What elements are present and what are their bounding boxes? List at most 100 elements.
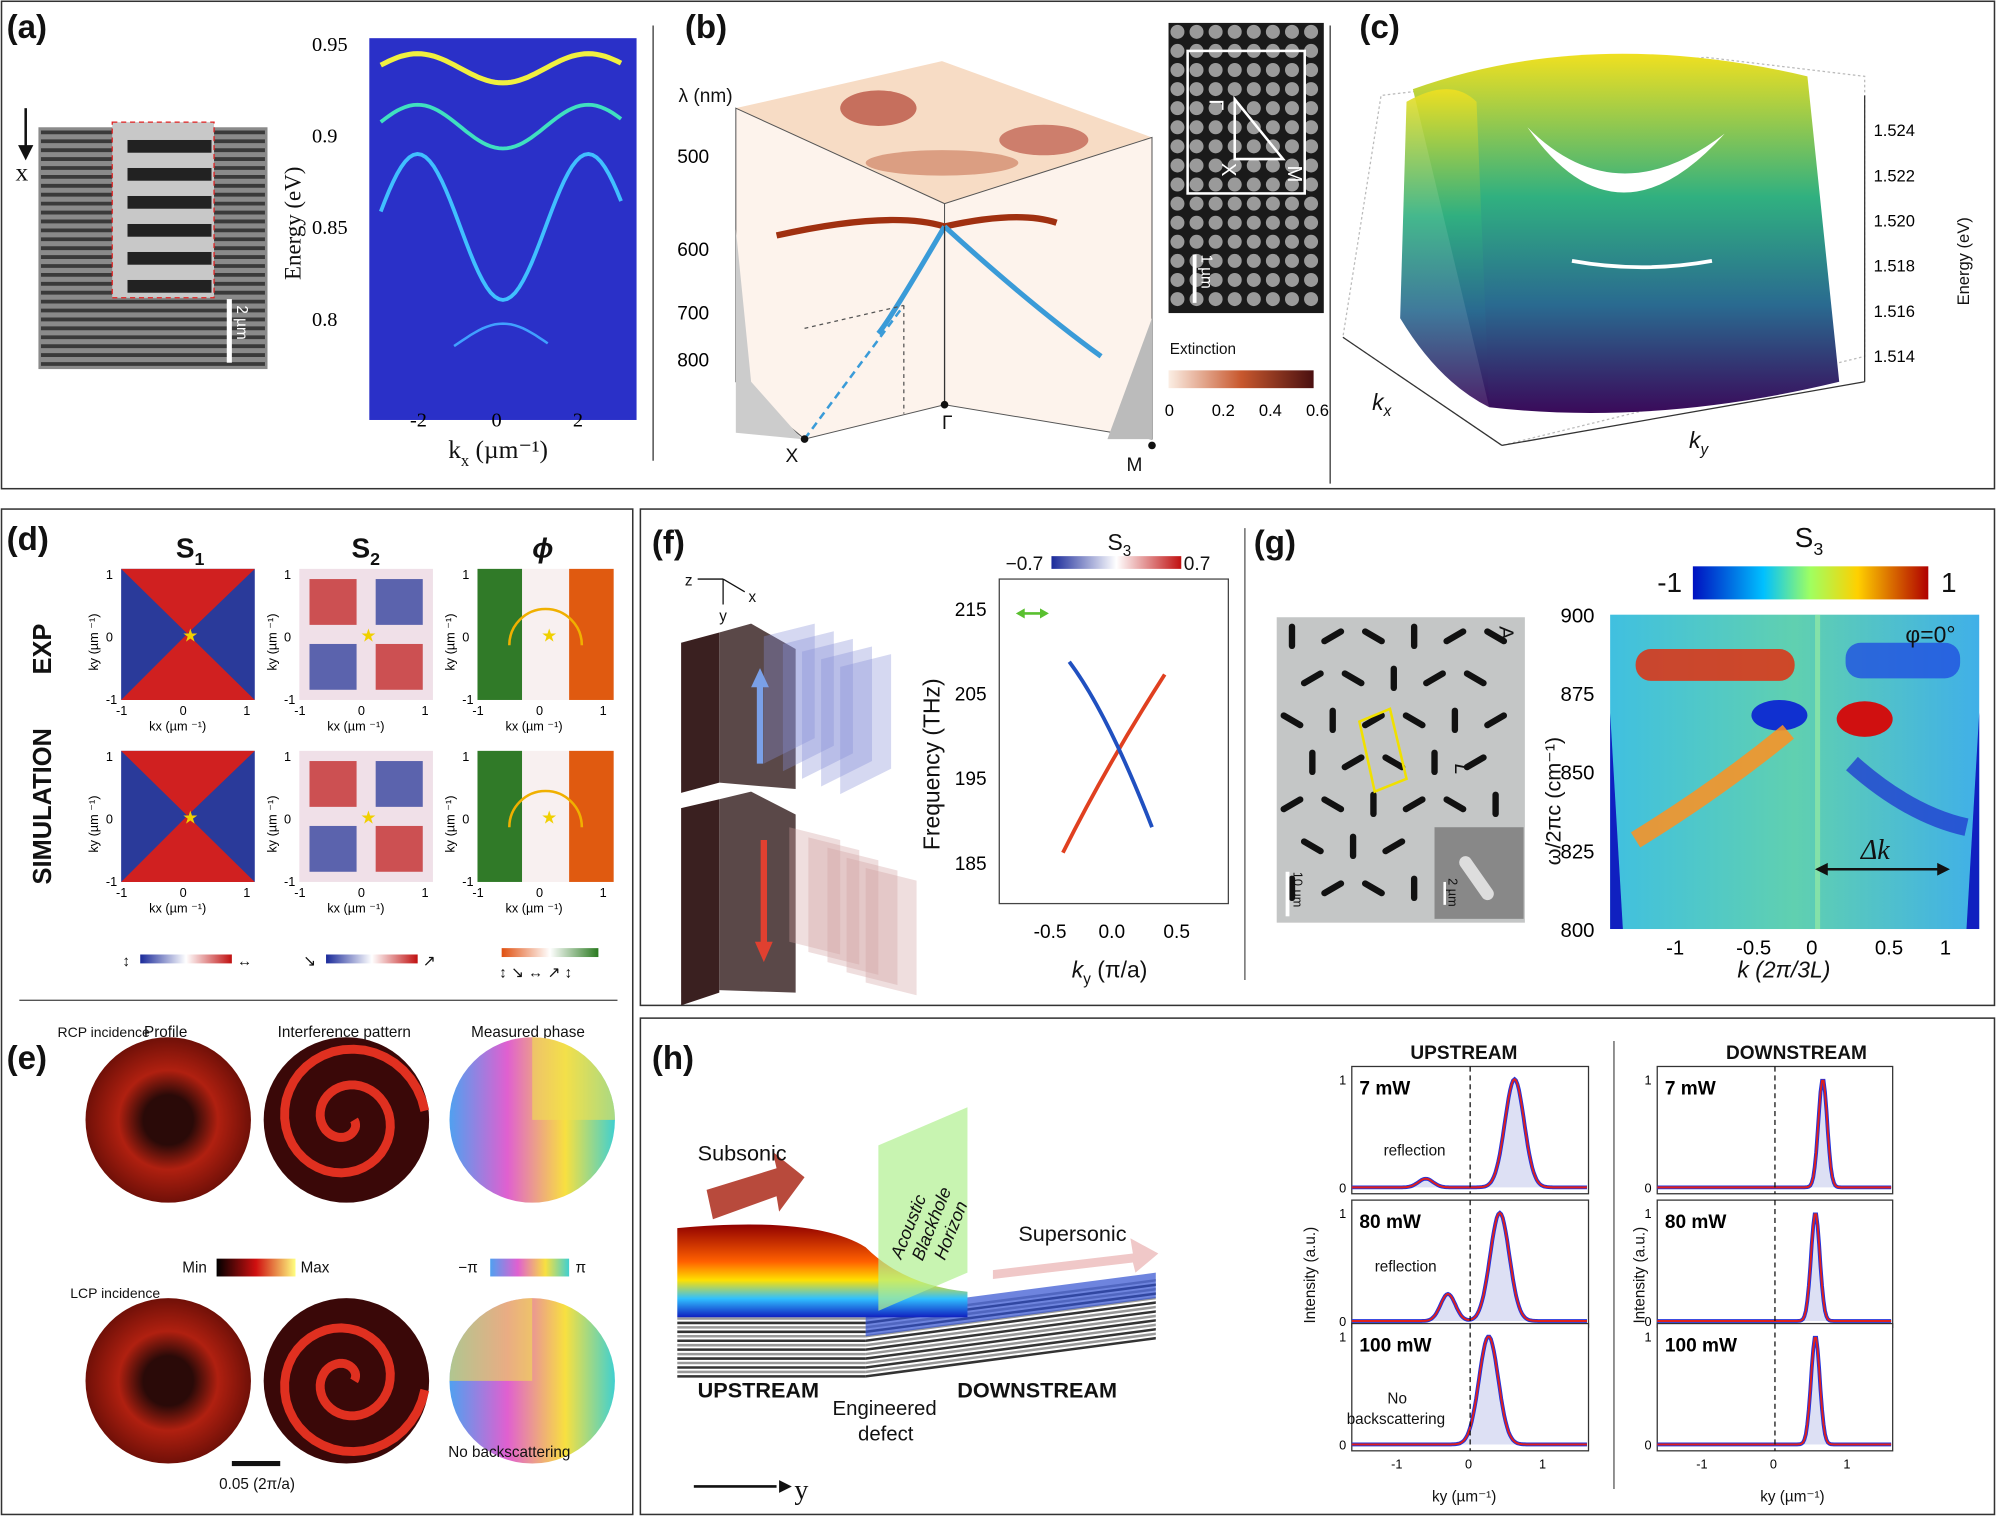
sem-dot bbox=[1227, 253, 1242, 268]
inset-scale-b: 1 µm bbox=[1198, 255, 1215, 289]
arrow-x-head-icon bbox=[18, 145, 34, 161]
ytick-b: 700 bbox=[677, 303, 709, 324]
sem-dot bbox=[1189, 234, 1204, 249]
sem-dot bbox=[1208, 158, 1223, 173]
sem-dot bbox=[1170, 82, 1185, 97]
pi-label: π bbox=[575, 1260, 586, 1277]
slot bbox=[1484, 712, 1508, 729]
sem-dot bbox=[1265, 62, 1280, 77]
slot bbox=[1484, 628, 1508, 645]
ytick-g: 800 bbox=[1561, 920, 1595, 942]
max-label: Max bbox=[301, 1260, 330, 1277]
arrow-diag-icon: ↘ bbox=[303, 953, 316, 970]
sem-stripe-inset bbox=[127, 279, 212, 293]
sem-dot bbox=[1189, 82, 1204, 97]
sem-dot bbox=[1208, 120, 1223, 135]
xtick-d: -1 bbox=[294, 703, 305, 718]
ylabel-d: ky (µm ⁻¹) bbox=[443, 614, 458, 671]
sem-dot bbox=[1246, 215, 1261, 230]
cbtick-b: 0.2 bbox=[1212, 401, 1235, 420]
ylabel-d: ky (µm ⁻¹) bbox=[264, 614, 279, 671]
profile-circle bbox=[85, 1037, 251, 1203]
layer bbox=[865, 1314, 1156, 1356]
map-quadrant bbox=[309, 761, 357, 807]
sem-dot bbox=[1170, 272, 1185, 287]
star-icon: ★ bbox=[182, 625, 198, 645]
star-icon: ★ bbox=[541, 625, 557, 645]
sem-dot bbox=[1189, 196, 1204, 211]
layer bbox=[677, 1348, 866, 1351]
sem-dot bbox=[1170, 62, 1185, 77]
sem-dot bbox=[1304, 43, 1319, 58]
scale-inset-g: 2 µm bbox=[1446, 878, 1461, 907]
sem-dot bbox=[1189, 101, 1204, 116]
sem-dot bbox=[1284, 158, 1299, 173]
rotation-arc bbox=[508, 607, 584, 646]
slot bbox=[1423, 670, 1446, 687]
ytick-d: 1 bbox=[462, 749, 469, 764]
xlabel-a: kx (µm⁻¹) bbox=[448, 435, 548, 470]
slot bbox=[1443, 796, 1467, 813]
slot bbox=[1443, 628, 1467, 645]
ytick-b: 600 bbox=[677, 240, 709, 261]
sem-dot bbox=[1265, 24, 1280, 39]
slot bbox=[1288, 623, 1296, 650]
annotation-no-backscattering: No backscattering bbox=[1347, 1391, 1445, 1428]
ytick-h: 1 bbox=[1645, 1329, 1652, 1344]
sem-dot bbox=[1246, 177, 1261, 192]
arrow-antidiag-icon: ↗ bbox=[423, 953, 436, 970]
rotation-arc bbox=[508, 789, 584, 828]
arrow-horizontal-icon: ↔ bbox=[237, 953, 252, 970]
power-label: 80 mW bbox=[1665, 1212, 1727, 1233]
map-lobe bbox=[121, 633, 255, 700]
cb-title-g: S3 bbox=[1795, 522, 1824, 559]
sem-dot bbox=[1246, 120, 1261, 135]
layer bbox=[865, 1305, 1156, 1347]
ytick-h: 1 bbox=[1645, 1072, 1652, 1087]
xtick-d: 1 bbox=[243, 703, 250, 718]
sem-dot bbox=[1208, 292, 1223, 307]
ylabel-b: λ (nm) bbox=[679, 86, 733, 107]
scale-main-g: 10 µm bbox=[1290, 872, 1305, 908]
xlabel-h-up: ky (µm⁻¹) bbox=[1432, 1489, 1496, 1506]
xlabel-d: kx (µm ⁻¹) bbox=[327, 900, 384, 915]
colorbar-b bbox=[1168, 370, 1314, 389]
spiral bbox=[280, 1323, 430, 1457]
min-label: Min bbox=[182, 1260, 207, 1277]
sem-dot bbox=[1227, 215, 1242, 230]
map-phi-left bbox=[477, 750, 523, 882]
slot bbox=[1492, 791, 1499, 818]
sem-dot bbox=[1208, 82, 1223, 97]
subsonic-label: Subsonic bbox=[698, 1141, 787, 1166]
sem-dot bbox=[1170, 43, 1185, 58]
plot-title-downstream: DOWNSTREAM bbox=[1726, 1043, 1867, 1064]
sem-dot bbox=[1208, 253, 1223, 268]
sem-dot bbox=[1227, 177, 1242, 192]
ztick-c: 1.522 bbox=[1874, 166, 1915, 185]
axis-z: z bbox=[685, 572, 693, 589]
ytick-d: 1 bbox=[106, 567, 113, 582]
fit-curve bbox=[1351, 1077, 1587, 1189]
slot bbox=[1463, 670, 1487, 687]
map-quadrant bbox=[375, 825, 423, 872]
axes-triad-f bbox=[697, 578, 746, 605]
star-icon: ★ bbox=[182, 807, 198, 827]
slot bbox=[1451, 707, 1459, 734]
slot bbox=[1410, 623, 1418, 650]
xtick-d: 1 bbox=[421, 703, 428, 718]
slot bbox=[1361, 712, 1385, 729]
sem-stripe-inset bbox=[127, 139, 212, 153]
sem-dot bbox=[1170, 158, 1185, 173]
power-label: 7 mW bbox=[1665, 1078, 1716, 1099]
xtick-f: 0.5 bbox=[1163, 922, 1190, 943]
slot bbox=[1341, 754, 1365, 771]
ytick-g: 875 bbox=[1561, 684, 1595, 706]
power-label: 100 mW bbox=[1359, 1336, 1431, 1357]
lattice-label: L bbox=[1450, 764, 1472, 775]
scale-label-e: 0.05 (2π/a) bbox=[219, 1476, 295, 1493]
downstream-label: DOWNSTREAM bbox=[957, 1377, 1117, 1402]
sem-dot bbox=[1170, 177, 1185, 192]
wave-sheet-blue bbox=[763, 623, 815, 764]
neg-pi-label: −π bbox=[458, 1260, 477, 1277]
wave-sheet-red bbox=[789, 827, 841, 955]
